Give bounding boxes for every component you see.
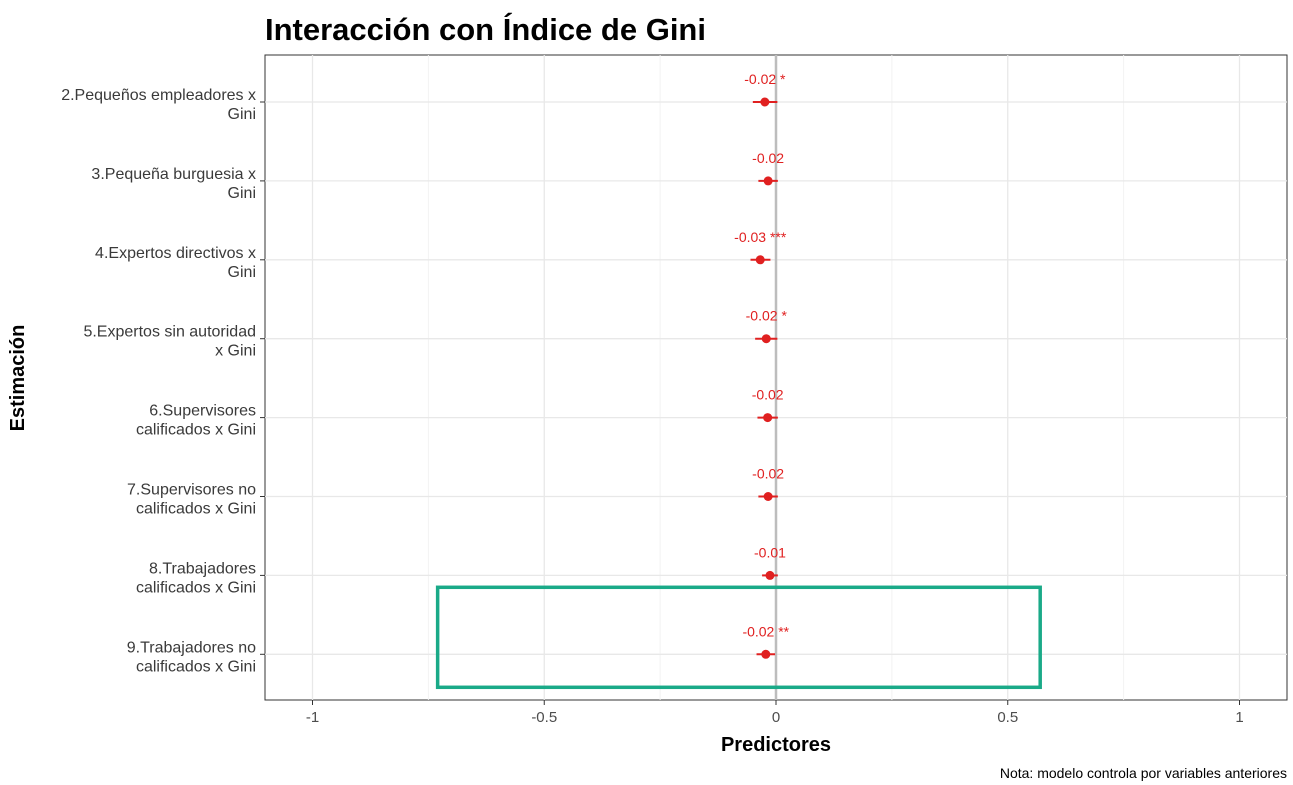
estimate-point — [761, 649, 771, 659]
estimate-marks: -0.02 * -0.02 -0.03 *** -0.02 * -0.02 -0.02 -0… — [734, 71, 790, 659]
y-tick-label: 6.Supervisores — [149, 403, 256, 420]
y-tick-label: Gini — [228, 264, 256, 281]
footnote: Nota: modelo controla por variables ante… — [1000, 765, 1287, 781]
estimate-point — [763, 176, 773, 186]
y-tick-label: Gini — [228, 185, 256, 202]
x-tick-label: 0 — [772, 709, 780, 726]
estimate-label: -0.01 — [754, 544, 786, 560]
highlight-box — [435, 585, 1042, 690]
x-axis-title: Predictores — [721, 734, 831, 756]
estimate-label: -0.03 *** — [734, 229, 787, 245]
highlight-rectangle — [435, 585, 1042, 690]
estimate-point — [760, 97, 770, 107]
y-tick-label: calificados x Gini — [136, 422, 256, 439]
chart-title: Interacción con Índice de Gini — [265, 12, 706, 47]
y-tick-label: 8.Trabajadores — [149, 560, 256, 577]
estimate-label: -0.02 — [752, 387, 784, 403]
estimate-point — [763, 413, 773, 423]
y-tick-label: calificados x Gini — [136, 579, 256, 596]
y-tick-label: calificados x Gini — [136, 501, 256, 518]
y-axis-title: Estimación — [7, 325, 29, 432]
y-tick-label: 5.Expertos sin autoridad — [83, 324, 256, 341]
estimate-point — [765, 570, 775, 580]
estimate-label: -0.02 — [752, 466, 784, 482]
x-tick-label: 1 — [1235, 709, 1243, 726]
estimate-label: -0.02 * — [746, 308, 788, 324]
y-tick-label: calificados x Gini — [136, 658, 256, 675]
y-tick-label: 2.Pequeños empleadores x — [61, 87, 256, 104]
estimate-point — [761, 334, 771, 344]
y-tick-label: 3.Pequeña burguesia x — [91, 166, 256, 183]
estimate-label: -0.02 — [752, 150, 784, 166]
estimate-point — [763, 492, 773, 501]
y-tick-label: 4.Expertos directivos x — [95, 245, 256, 262]
x-tick-label: -0.5 — [531, 709, 557, 726]
y-axis: 2.Pequeños empleadores x Gini 3.Pequeña bu… — [61, 87, 265, 675]
x-tick-label: 0.5 — [997, 709, 1018, 726]
y-tick-label: 9.Trabajadores no — [127, 639, 256, 656]
x-axis: -1 -0.5 0 0.5 1 — [306, 700, 1244, 726]
estimate-label: -0.02 ** — [742, 623, 789, 639]
y-tick-label: 7.Supervisores no — [127, 482, 256, 499]
estimate-point — [755, 255, 765, 265]
y-tick-label: Gini — [228, 106, 256, 123]
y-tick-label: x Gini — [215, 343, 256, 360]
estimate-label: -0.02 * — [744, 71, 786, 87]
x-tick-label: -1 — [306, 709, 319, 726]
